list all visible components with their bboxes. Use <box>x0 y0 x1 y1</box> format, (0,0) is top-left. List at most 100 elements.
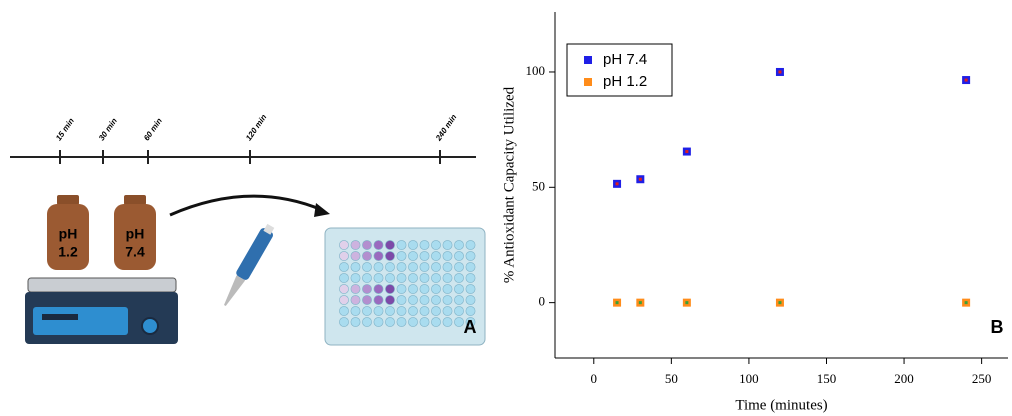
bottle-body <box>114 204 156 270</box>
well <box>419 273 430 283</box>
well <box>454 295 464 305</box>
arrow <box>169 194 323 217</box>
well <box>419 295 430 305</box>
well <box>385 240 395 250</box>
chart: 0 50 100 0 50 100 150 200 250 Time (minutes) % Ant… <box>501 12 1008 413</box>
well <box>339 240 349 250</box>
well <box>362 262 372 272</box>
well <box>339 273 349 283</box>
marker <box>636 298 645 307</box>
well <box>431 273 441 283</box>
well <box>362 240 372 250</box>
well <box>373 317 384 327</box>
y-axis-title: % Antioxidant Capacity Utilized <box>501 86 517 283</box>
well <box>431 295 441 305</box>
bottle-body <box>47 204 89 270</box>
marker-center <box>638 177 642 181</box>
marker <box>682 147 691 156</box>
well <box>350 284 361 294</box>
well <box>465 262 476 272</box>
x-tick-label: 100 <box>739 371 759 386</box>
well <box>396 317 407 327</box>
well <box>396 273 407 283</box>
marker-center <box>615 182 619 186</box>
x-axis-title: Time (minutes) <box>735 397 827 413</box>
marker-center <box>964 78 968 82</box>
well <box>396 240 407 250</box>
well <box>419 306 430 316</box>
well <box>396 262 407 272</box>
well <box>465 306 476 316</box>
marker <box>682 298 691 307</box>
well <box>350 251 361 261</box>
well <box>454 262 464 272</box>
marker <box>613 298 622 307</box>
marker <box>962 76 971 85</box>
timeline-label: 120 min <box>244 113 269 143</box>
well <box>442 317 453 327</box>
marker <box>775 298 784 307</box>
panel-label: A <box>464 317 477 337</box>
well <box>408 284 418 294</box>
well <box>350 295 361 305</box>
well <box>350 317 361 327</box>
pipette <box>224 223 275 307</box>
well <box>362 317 372 327</box>
well <box>442 306 453 316</box>
well <box>442 273 453 283</box>
marker-center <box>964 301 968 305</box>
x-tick-label: 0 <box>591 371 598 386</box>
bottle-label: 7.4 <box>125 244 145 260</box>
well <box>385 251 395 261</box>
well <box>350 262 361 272</box>
timeline-label: 15 min <box>54 116 76 142</box>
well <box>454 284 464 294</box>
well <box>385 262 395 272</box>
marker-center <box>685 150 689 154</box>
well <box>454 240 464 250</box>
well <box>454 317 464 327</box>
well <box>408 295 418 305</box>
well <box>385 273 395 283</box>
legend-swatch <box>584 56 592 64</box>
well <box>431 317 441 327</box>
bottle-label: pH <box>126 226 145 242</box>
bottle: pH 7.4 <box>114 195 156 270</box>
well <box>419 251 430 261</box>
well <box>442 251 453 261</box>
well <box>385 306 395 316</box>
well <box>431 306 441 316</box>
well <box>350 273 361 283</box>
stirrer-panel <box>33 307 128 335</box>
well <box>465 284 476 294</box>
well <box>454 273 464 283</box>
legend-label: pH 7.4 <box>603 51 647 68</box>
timeline-label: 30 min <box>97 116 119 142</box>
y-tick-label: 100 <box>526 63 546 78</box>
well <box>419 240 430 250</box>
marker <box>775 67 784 76</box>
well <box>465 295 476 305</box>
well <box>454 251 464 261</box>
well <box>339 284 349 294</box>
marker <box>962 298 971 307</box>
marker-center <box>685 301 689 305</box>
well <box>454 306 464 316</box>
legend-label: pH 1.2 <box>603 73 647 90</box>
well <box>385 295 395 305</box>
well <box>431 251 441 261</box>
marker <box>613 179 622 188</box>
pipette-body <box>236 228 273 280</box>
y-tick-label: 0 <box>539 294 546 309</box>
well <box>373 240 384 250</box>
well <box>339 317 349 327</box>
bottle: pH 1.2 <box>47 195 89 270</box>
well <box>419 284 430 294</box>
well <box>396 306 407 316</box>
well <box>350 240 361 250</box>
well <box>442 262 453 272</box>
well <box>408 240 418 250</box>
x-tick-label: 50 <box>665 371 678 386</box>
y-tick-label: 50 <box>532 178 545 193</box>
